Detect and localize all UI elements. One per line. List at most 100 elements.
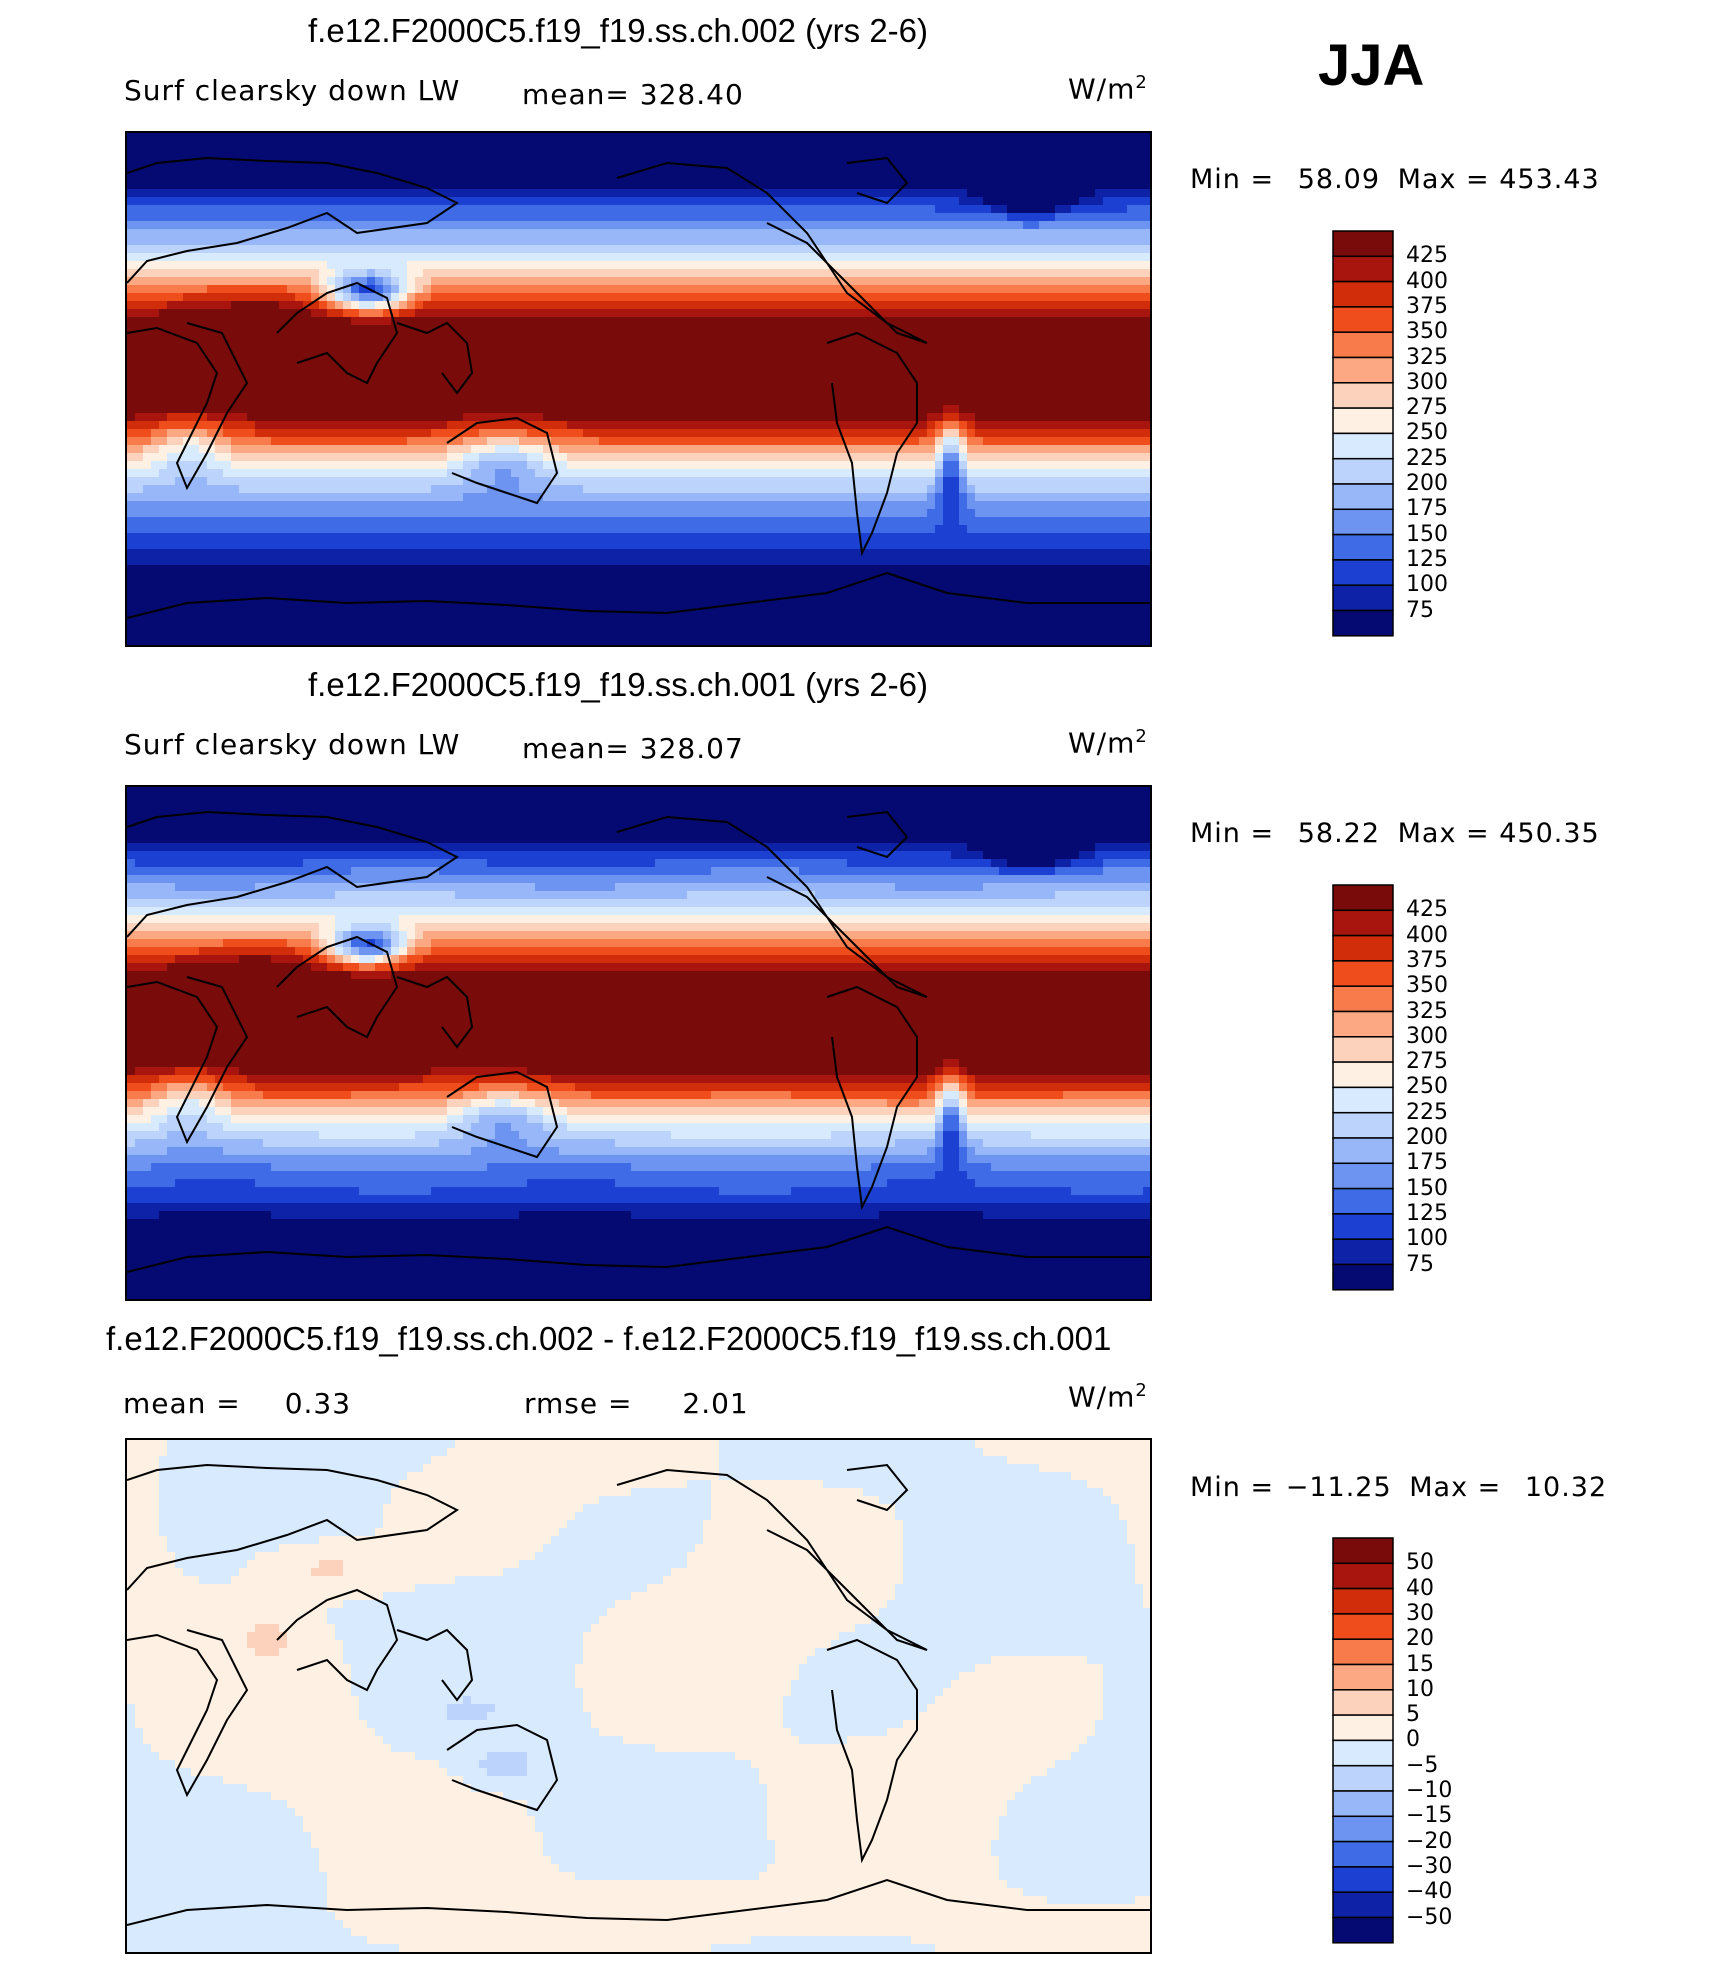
field-cell: [1007, 365, 1016, 374]
field-cell: [447, 333, 456, 342]
field-cell: [1071, 373, 1080, 382]
field-cell: [1119, 389, 1128, 398]
field-cell: [911, 293, 920, 302]
field-cell: [1127, 389, 1136, 398]
field-cell: [591, 309, 600, 318]
field-cell: [159, 405, 168, 414]
field-cell: [367, 405, 376, 414]
field-cell: [279, 181, 288, 190]
field-cell: [247, 381, 256, 390]
field-cell: [1007, 133, 1016, 142]
field-cell: [1023, 365, 1032, 374]
field-cell: [1095, 405, 1104, 414]
field-cell: [271, 285, 280, 294]
field-cell: [263, 221, 272, 230]
field-cell: [751, 213, 760, 222]
field-cell: [1111, 301, 1120, 310]
field-cell: [207, 165, 216, 174]
field-cell: [383, 301, 392, 310]
field-cell: [1095, 197, 1104, 206]
field-cell: [847, 309, 856, 318]
field-cell: [1031, 389, 1040, 398]
field-cell: [1143, 261, 1150, 270]
field-cell: [303, 205, 312, 214]
field-cell: [351, 301, 360, 310]
field-cell: [311, 261, 320, 270]
field-cell: [783, 317, 792, 326]
field-cell: [391, 341, 400, 350]
field-cell: [607, 293, 616, 302]
field-cell: [967, 365, 976, 374]
field-cell: [143, 357, 152, 366]
field-cell: [455, 389, 464, 398]
field-cell: [303, 221, 312, 230]
field-cell: [551, 357, 560, 366]
field-cell: [719, 165, 728, 174]
field-cell: [959, 349, 968, 358]
field-cell: [271, 189, 280, 198]
field-cell: [223, 421, 232, 430]
field-cell: [919, 317, 928, 326]
field-cell: [1095, 205, 1104, 214]
field-cell: [487, 421, 496, 430]
field-cell: [551, 173, 560, 182]
field-cell: [511, 237, 520, 246]
field-cell: [943, 157, 952, 166]
field-cell: [495, 181, 504, 190]
field-cell: [503, 189, 512, 198]
field-cell: [183, 397, 192, 406]
field-cell: [575, 269, 584, 278]
field-cell: [599, 341, 608, 350]
field-cell: [607, 229, 616, 238]
field-cell: [319, 341, 328, 350]
field-cell: [783, 277, 792, 286]
field-cell: [759, 389, 768, 398]
field-cell: [623, 205, 632, 214]
field-cell: [791, 309, 800, 318]
field-cell: [223, 189, 232, 198]
field-cell: [319, 437, 328, 446]
field-cell: [471, 365, 480, 374]
field-cell: [775, 301, 784, 310]
field-cell: [1127, 133, 1136, 142]
field-cell: [1095, 269, 1104, 278]
field-cell: [175, 173, 184, 182]
field-cell: [903, 285, 912, 294]
field-cell: [935, 165, 944, 174]
field-cell: [231, 253, 240, 262]
field-cell: [895, 157, 904, 166]
field-cell: [999, 437, 1008, 446]
field-cell: [615, 285, 624, 294]
field-cell: [1111, 421, 1120, 430]
field-cell: [479, 149, 488, 158]
field-cell: [383, 317, 392, 326]
field-cell: [1143, 357, 1150, 366]
field-cell: [415, 301, 424, 310]
field-cell: [855, 301, 864, 310]
field-cell: [1103, 357, 1112, 366]
field-cell: [1039, 173, 1048, 182]
field-cell: [167, 317, 176, 326]
field-cell: [735, 389, 744, 398]
field-cell: [215, 309, 224, 318]
field-cell: [999, 157, 1008, 166]
field-cell: [815, 245, 824, 254]
field-cell: [1071, 253, 1080, 262]
field-cell: [783, 253, 792, 262]
field-cell: [679, 157, 688, 166]
field-cell: [831, 317, 840, 326]
field-cell: [335, 413, 344, 422]
field-cell: [367, 133, 376, 142]
field-cell: [575, 229, 584, 238]
field-cell: [943, 293, 952, 302]
field-cell: [127, 253, 136, 262]
field-cell: [479, 421, 488, 430]
field-cell: [439, 157, 448, 166]
field-cell: [831, 269, 840, 278]
field-cell: [671, 277, 680, 286]
field-cell: [295, 421, 304, 430]
field-cell: [1063, 405, 1072, 414]
field-cell: [951, 357, 960, 366]
field-cell: [319, 173, 328, 182]
field-cell: [1079, 197, 1088, 206]
